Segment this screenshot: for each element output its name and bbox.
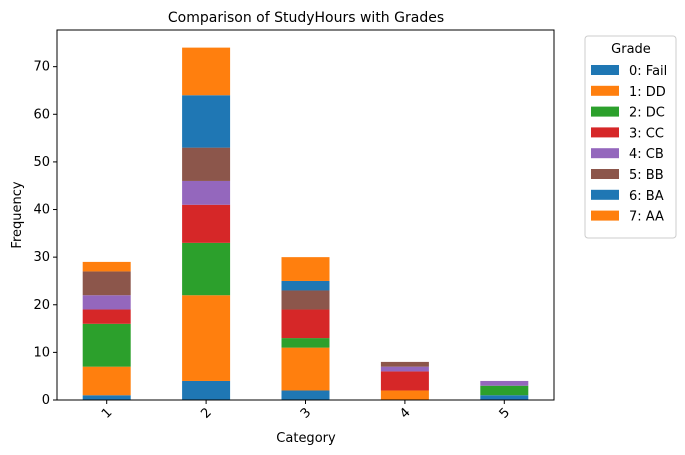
bar-segment: [281, 309, 330, 339]
legend-label: 7: AA: [629, 210, 664, 225]
legend-label: 1: DD: [629, 85, 666, 100]
legend-swatch: [591, 189, 619, 200]
bar-segment: [182, 95, 231, 148]
x-tick-label: 2: [198, 405, 214, 421]
chart-title: Comparison of StudyHours with Grades: [168, 10, 444, 26]
bar-segment: [82, 309, 131, 324]
legend-swatch: [591, 148, 619, 159]
x-tick-label: 4: [397, 405, 413, 421]
legend-title: Grade: [611, 42, 651, 57]
y-tick-label: 60: [33, 107, 50, 122]
y-tick-label: 0: [42, 393, 50, 408]
y-tick-label: 20: [33, 298, 50, 313]
bar-segment: [82, 323, 131, 367]
bar-segment: [82, 366, 131, 396]
legend-label: 3: CC: [629, 126, 664, 141]
bar-segment: [380, 366, 429, 372]
bar-segment: [380, 371, 429, 391]
y-axis-label: Frequency: [10, 181, 25, 248]
legend-swatch: [591, 127, 619, 138]
bar-segment: [182, 204, 231, 243]
legend-label: 0: Fail: [629, 64, 667, 79]
bar-segment: [281, 338, 330, 348]
legend: Grade 0: Fail 1: DD 2: DC 3: CC 4: CB 5: BB 6:…: [584, 35, 677, 239]
bar-segment: [281, 280, 330, 291]
y-tick-label: 40: [33, 203, 50, 218]
bars-group: [82, 47, 529, 400]
bar-segment: [380, 390, 429, 400]
x-axis-label: Category: [276, 431, 336, 446]
bar-segment: [182, 147, 231, 181]
bar-segment: [281, 390, 330, 400]
legend-label: 5: BB: [629, 168, 664, 183]
bar-segment: [182, 380, 231, 400]
legend-swatch: [591, 85, 619, 96]
legend-label: 4: CB: [629, 147, 664, 162]
legend-swatch: [591, 210, 619, 221]
bar-segment: [480, 385, 529, 396]
legend-items: 0: Fail 1: DD 2: DC 3: CC 4: CB 5: BB 6: BA 7: …: [591, 64, 667, 225]
y-tick-label: 70: [33, 60, 50, 75]
legend-swatch: [591, 106, 619, 117]
y-tick-label: 10: [33, 345, 50, 360]
bar-segment: [380, 361, 429, 367]
bar-segment: [82, 261, 131, 272]
bar-segment: [182, 242, 231, 296]
legend-label: 2: DC: [629, 106, 665, 121]
plot-frame: [56, 29, 555, 401]
bar-segment: [182, 295, 231, 381]
bar-segment: [182, 47, 231, 96]
legend-label: 6: BA: [629, 189, 664, 204]
y-tick-label: 50: [33, 155, 50, 170]
bar-segment: [480, 395, 529, 400]
bar-segment: [281, 347, 330, 391]
y-tick-label: 30: [33, 250, 50, 265]
bar-segment: [82, 395, 131, 400]
x-tick-label: 5: [497, 405, 513, 421]
bar-segment: [82, 295, 131, 310]
legend-swatch: [591, 169, 619, 179]
x-axis: 1 2 3 4 5: [99, 400, 513, 422]
bar-segment: [281, 290, 330, 310]
bar-segment: [182, 180, 231, 205]
bar-segment: [82, 271, 131, 296]
bar-segment: [480, 380, 529, 386]
x-tick-label: 1: [99, 405, 115, 421]
x-tick-label: 3: [298, 405, 314, 421]
y-axis: 0 10 20 30 40 50 60 70: [33, 60, 57, 408]
legend-swatch: [591, 65, 619, 75]
bar-segment: [281, 257, 330, 281]
